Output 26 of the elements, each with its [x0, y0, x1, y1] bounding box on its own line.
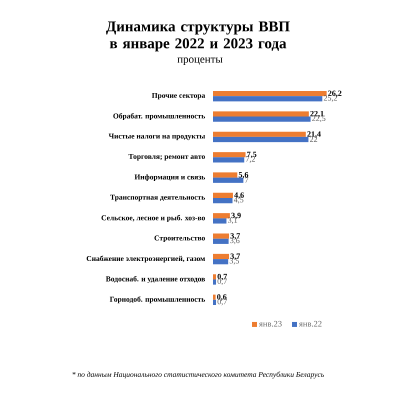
- bar: [213, 192, 233, 198]
- bar: [213, 300, 216, 306]
- legend-label: янв.22: [299, 320, 322, 327]
- chart-subtitle: проценты: [177, 58, 223, 66]
- chart-title: Динамика структуры ВВП в январе 2022 и 2023 года: [106, 22, 290, 52]
- bar: [213, 198, 233, 204]
- bar: [213, 213, 230, 218]
- bar: [213, 96, 322, 102]
- bar: [213, 238, 229, 244]
- legend-label: янв.23: [259, 320, 282, 327]
- bar: [213, 259, 228, 264]
- bar: [213, 116, 311, 122]
- bar: [213, 234, 230, 239]
- bar: [213, 218, 226, 224]
- bar: [213, 111, 309, 117]
- bar: [213, 136, 308, 142]
- bar: [213, 279, 216, 285]
- bar: [213, 254, 230, 260]
- bar: [213, 294, 216, 300]
- bar: [213, 274, 216, 280]
- bar: [213, 172, 238, 178]
- bar: [213, 90, 327, 96]
- bar: [213, 178, 244, 183]
- bar: [213, 157, 244, 162]
- bar: [213, 152, 246, 158]
- bar: [213, 132, 306, 137]
